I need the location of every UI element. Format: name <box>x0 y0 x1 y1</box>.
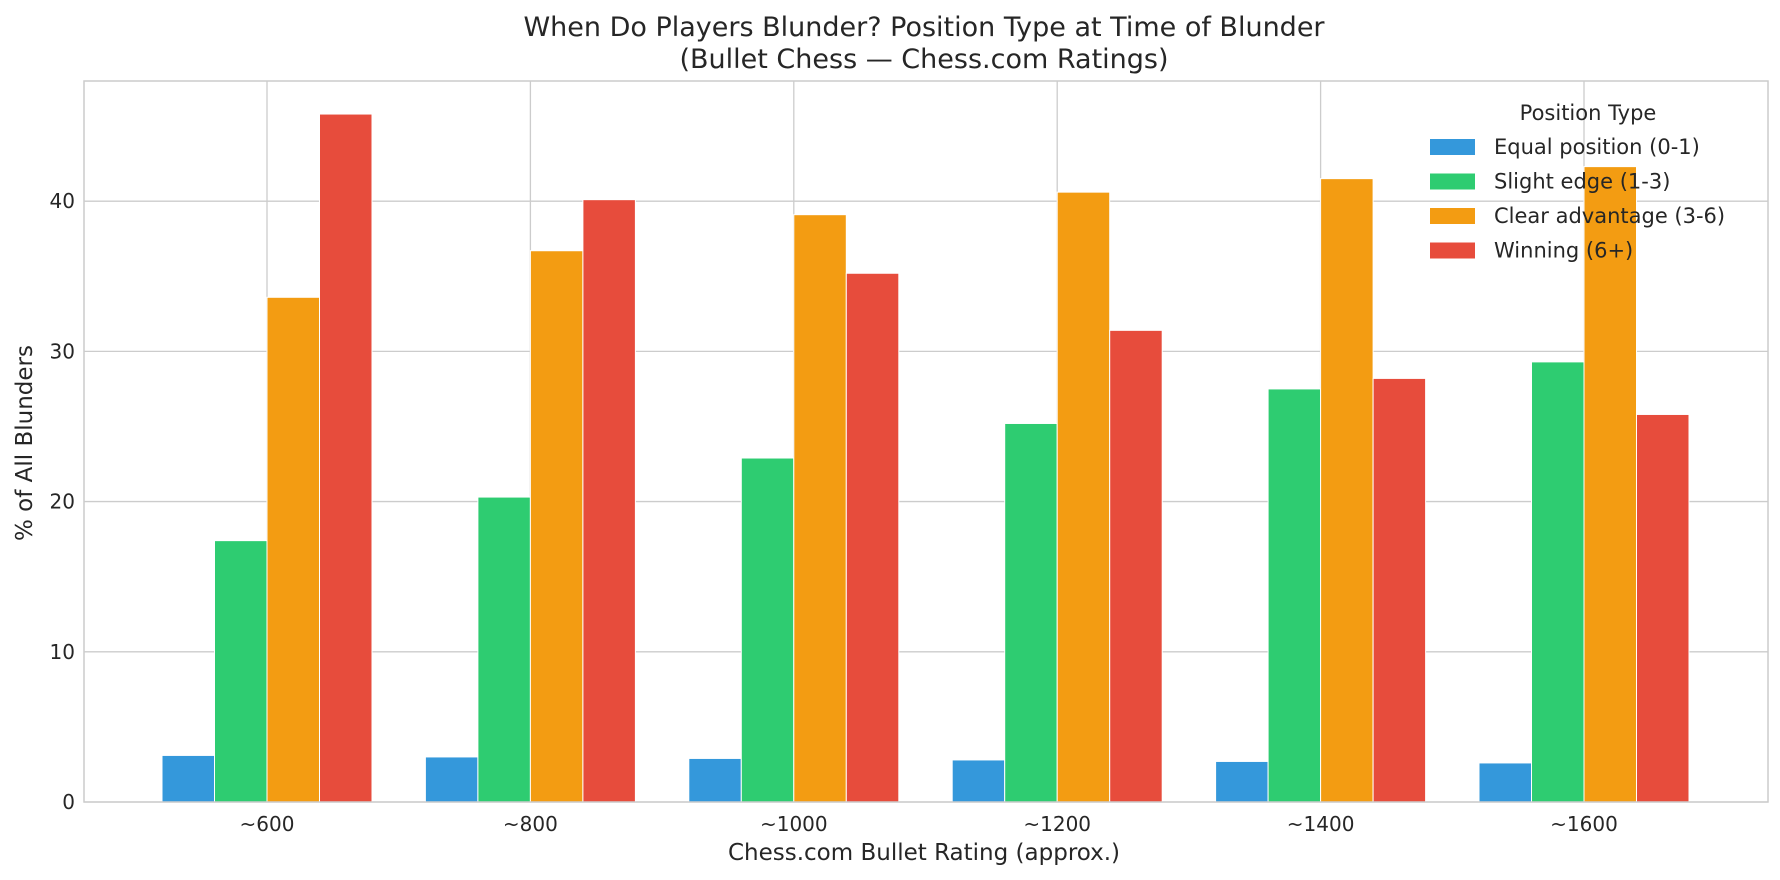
bar-equal-1600 <box>1478 762 1532 803</box>
legend-entry: Winning (6+) <box>1494 239 1633 263</box>
bar-clear-800 <box>529 250 584 803</box>
legend-swatch <box>1430 208 1475 224</box>
y-tick-labels: 0 10 20 30 40 <box>50 189 75 814</box>
bar-clear-1400 <box>1320 178 1374 803</box>
x-tick-labels: ~600 ~800 ~1000 ~1200 ~1400 ~1600 <box>240 812 1618 836</box>
x-tick-label: ~1400 <box>1287 812 1355 836</box>
bars <box>161 113 1690 803</box>
legend-swatch <box>1430 242 1475 259</box>
bar-winning-1200 <box>1109 329 1163 803</box>
legend-swatch <box>1430 139 1475 155</box>
legend-swatch <box>1430 173 1475 190</box>
bar-winning-800 <box>582 199 636 803</box>
bar-slight-1600 <box>1531 361 1585 803</box>
x-tick-label: ~800 <box>503 812 558 836</box>
bar-slight-800 <box>477 496 531 803</box>
bar-winning-1400 <box>1372 377 1427 803</box>
y-tick-label: 0 <box>62 790 75 814</box>
chart-subtitle: (Bullet Chess — Chess.com Ratings) <box>679 44 1168 75</box>
x-tick-label: ~1200 <box>1023 812 1091 836</box>
chart-title: When Do Players Blunder? Position Type a… <box>523 12 1325 43</box>
bar-equal-800 <box>424 756 479 803</box>
x-tick-label: ~600 <box>240 812 295 836</box>
y-tick-label: 40 <box>50 189 75 213</box>
legend-entry: Equal position (0-1) <box>1494 135 1700 159</box>
bar-equal-1000 <box>688 757 742 803</box>
plot-frame <box>83 80 1769 803</box>
bar-equal-1200 <box>951 759 1006 803</box>
bar-equal-1400 <box>1215 760 1269 803</box>
bar-slight-1000 <box>740 457 795 803</box>
bar-slight-1200 <box>1004 422 1058 803</box>
legend-title: Position Type <box>1520 101 1657 125</box>
bar-winning-1000 <box>845 272 900 803</box>
bar-equal-600 <box>161 754 215 803</box>
x-tick-label: ~1600 <box>1550 812 1618 836</box>
bar-clear-600 <box>266 296 320 803</box>
y-axis-label: % of All Blunders <box>12 345 38 541</box>
bar-slight-1400 <box>1267 388 1322 803</box>
y-tick-label: 20 <box>50 490 75 514</box>
bar-clear-1000 <box>793 214 847 803</box>
legend-entry: Clear advantage (3-6) <box>1494 204 1725 228</box>
legend: Position Type Equal position (0-1) Slight… <box>1430 101 1725 263</box>
bar-winning-600 <box>319 113 373 803</box>
x-tick-label: ~1000 <box>760 812 828 836</box>
y-tick-label: 30 <box>50 339 75 363</box>
legend-entry: Slight edge (1-3) <box>1494 170 1670 194</box>
bar-winning-1600 <box>1636 413 1690 803</box>
bar-slight-600 <box>214 540 268 803</box>
x-axis-label: Chess.com Bullet Rating (approx.) <box>728 840 1120 866</box>
bar-clear-1600 <box>1583 166 1637 803</box>
bar-clear-1200 <box>1056 191 1111 803</box>
y-tick-label: 10 <box>50 640 75 664</box>
